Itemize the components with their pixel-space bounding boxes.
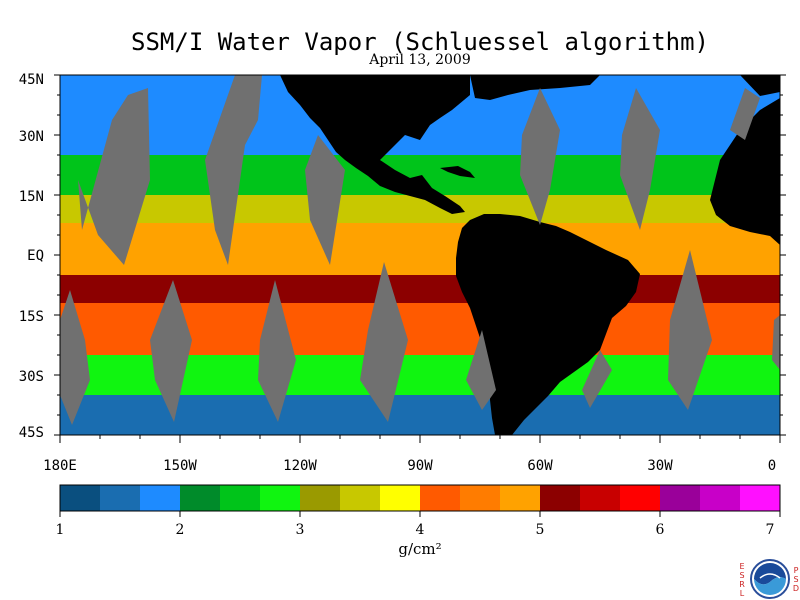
colorbar-segment-6 xyxy=(300,485,341,511)
colorbar-segment-10 xyxy=(460,485,501,511)
colorbar-segment-3 xyxy=(180,485,221,511)
europe xyxy=(740,75,780,96)
colorbar-segment-13 xyxy=(580,485,621,511)
map-title: SSM/I Water Vapor (Schluessel algorithm) xyxy=(131,28,709,56)
colorbar-segment-12 xyxy=(540,485,581,511)
map-field xyxy=(60,75,780,435)
colorbar-segment-7 xyxy=(340,485,381,511)
north-america xyxy=(280,75,470,214)
lon-label-90w: 90W xyxy=(407,458,433,474)
south-america xyxy=(456,214,640,435)
colorbar-segment-4 xyxy=(220,485,261,511)
colorbar-segment-1 xyxy=(100,485,141,511)
africa xyxy=(710,98,780,245)
land-masses xyxy=(280,75,780,435)
axis-ticks xyxy=(54,74,786,443)
colorbar-segment-14 xyxy=(620,485,661,511)
colorbar-label-6: 6 xyxy=(655,522,665,538)
colorbar-segment-17 xyxy=(740,485,781,511)
lon-label-60w: 60W xyxy=(527,458,553,474)
colorbar-ticks xyxy=(59,511,781,517)
noaa-emblem-icon xyxy=(750,559,790,599)
colorbar-segment-2 xyxy=(140,485,181,511)
colorbar-segment-9 xyxy=(420,485,461,511)
lon-label-0: 0 xyxy=(767,458,777,474)
colorbar-label-3: 3 xyxy=(295,522,305,538)
greenland-canada-east xyxy=(470,75,600,100)
colorbar xyxy=(60,485,781,511)
lon-label-150w: 150W xyxy=(163,458,197,474)
vapor-band-2 xyxy=(60,195,780,223)
lon-label-120w: 120W xyxy=(283,458,317,474)
colorbar-label-7: 7 xyxy=(765,522,775,538)
lat-label-eq: EQ xyxy=(27,248,44,264)
vapor-band-4 xyxy=(60,275,780,303)
colorbar-label-2: 2 xyxy=(175,522,185,538)
cuba xyxy=(440,166,475,178)
colorbar-segment-0 xyxy=(60,485,101,511)
colorbar-segment-15 xyxy=(660,485,701,511)
vapor-band-7 xyxy=(60,395,780,435)
lon-label-180e: 180E xyxy=(43,458,77,474)
lon-label-30w: 30W xyxy=(647,458,673,474)
vapor-band-3 xyxy=(60,223,780,275)
colorbar-unit: g/cm² xyxy=(398,540,442,558)
colorbar-segment-5 xyxy=(260,485,301,511)
lat-label-30s: 30S xyxy=(18,369,44,385)
lat-label-45n: 45N xyxy=(18,72,44,88)
colorbar-label-4: 4 xyxy=(415,522,425,538)
colorbar-label-5: 5 xyxy=(535,522,545,538)
lat-label-15s: 15S xyxy=(18,309,44,325)
lat-label-15n: 15N xyxy=(18,189,44,205)
colorbar-label-1: 1 xyxy=(55,522,65,538)
lat-label-30n: 30N xyxy=(18,129,44,145)
lat-label-45s: 45S xyxy=(18,425,44,441)
colorbar-segment-11 xyxy=(500,485,541,511)
colorbar-segment-8 xyxy=(380,485,421,511)
map-date: April 13, 2009 xyxy=(369,52,471,68)
missing-data-swaths xyxy=(60,75,780,425)
colorbar-segment-16 xyxy=(700,485,741,511)
